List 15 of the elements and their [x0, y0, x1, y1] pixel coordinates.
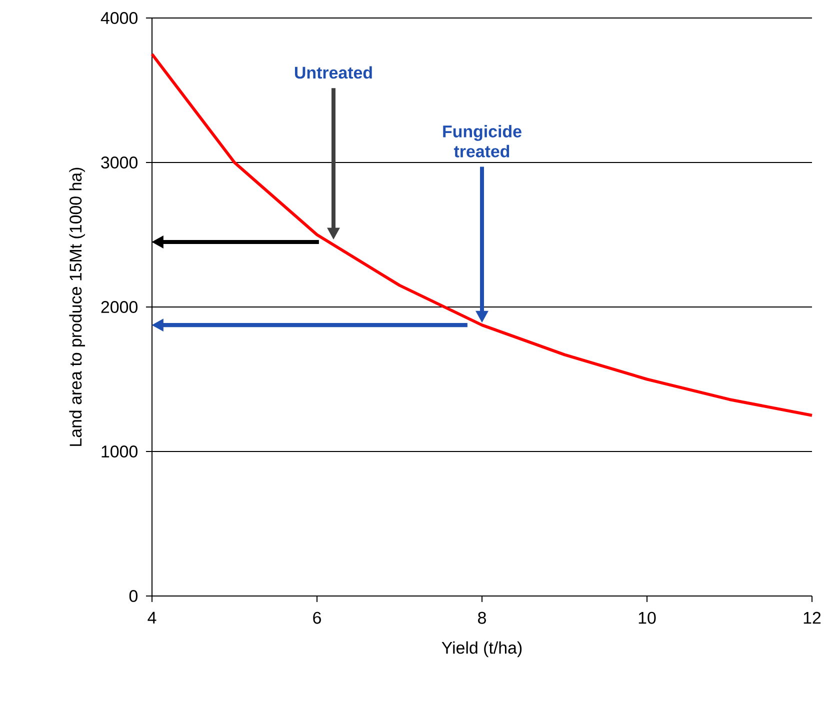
annotation: Fungicide treated	[443, 125, 522, 158]
x-tick-label: 8	[478, 612, 486, 624]
x-tick-label: 4	[148, 612, 156, 624]
x-tick-label: 12	[804, 612, 821, 624]
annotation: Untreated	[294, 66, 372, 79]
y-tick-label: 4000	[100, 12, 138, 24]
y-tick-label: 3000	[101, 156, 138, 168]
y-tick-label: 2000	[101, 301, 138, 313]
x-axis-title: Yield (t/ha)	[442, 641, 522, 658]
y-tick-label: 1000	[102, 446, 138, 458]
y-tick-label: 0	[129, 590, 138, 602]
line-series	[150, 52, 814, 417]
y-axis-title: Land area to produce 15Mt (1000 ha)	[69, 168, 85, 446]
x-tick-label: 10	[638, 612, 656, 624]
x-tick-label: 6	[313, 612, 321, 624]
